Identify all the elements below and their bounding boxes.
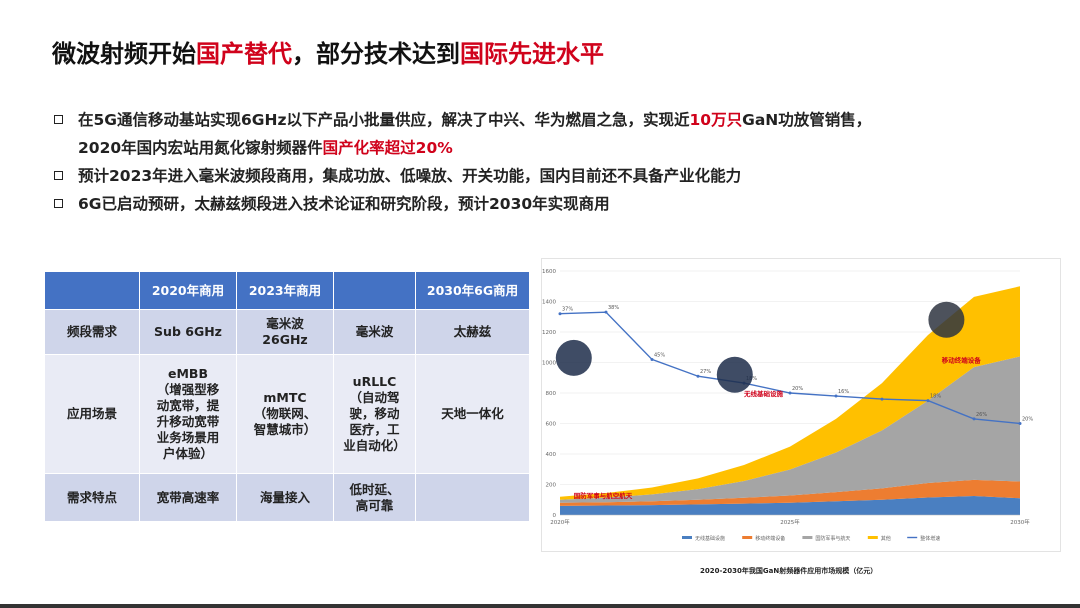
bullet-item: 在5G通信移动基站实现6GHz以下产品小批量供应，解决了中兴、华为燃眉之急，实现… [52, 106, 1052, 134]
legend-swatch [742, 536, 753, 539]
line-data-label: 45% [654, 352, 665, 358]
legend-label: 其他 [881, 535, 891, 542]
chart-caption: 2020-2030年我国GaN射频器件应用市场规模（亿元） [700, 567, 878, 575]
market-size-chart-svg: 0 200 400 600 800 1000 1200 1400 1600 37% 38% 45% 27… [542, 269, 1033, 542]
legend-label: 整体增速 [920, 535, 940, 542]
table-cell: Sub 6GHz [139, 309, 237, 355]
table-cell: uRLLC （自动驾 驶，移动 医疗，工 业自动化） [333, 354, 416, 474]
x-tick-label: 2030年 [1010, 518, 1030, 526]
line-data-label: 20% [1022, 417, 1033, 423]
table-cell: 频段需求 [44, 309, 140, 355]
table-header [333, 271, 416, 310]
line-point [1018, 422, 1022, 425]
table-cell: 宽带高速率 [139, 473, 237, 522]
area-series [560, 286, 1020, 500]
bullet-continuation: 2020年国内宏站用氮化镓射频器件国产化率超过20% [52, 134, 1052, 162]
line-data-label: 18% [930, 394, 941, 400]
chart-annotation: 无线基础设施 [743, 389, 784, 398]
x-tick-label: 2020年 [550, 518, 570, 526]
table-row: 需求特点 宽带高速率 海量接入 低时延、 高可靠 [44, 473, 530, 522]
table-cell: 太赫兹 [415, 309, 530, 355]
line-data-label: 37% [562, 307, 573, 313]
bullet-list: 在5G通信移动基站实现6GHz以下产品小批量供应，解决了中兴、华为燃眉之急，实现… [52, 106, 1052, 218]
table-header-row: 2020年商用 2023年商用 2030年6G商用 [44, 271, 530, 310]
y-tick-label: 1600 [542, 269, 556, 275]
title-part1: 微波射频开始 [52, 40, 196, 68]
title-part3: ，部分技术达到 [292, 40, 460, 68]
table-cell: mMTC （物联网、 智慧城市） [236, 354, 334, 474]
title-highlight-1: 国产替代 [196, 40, 292, 68]
square-bullet-icon [54, 171, 63, 180]
y-tick-label: 1200 [542, 330, 556, 336]
table-cell: 需求特点 [44, 473, 140, 522]
bullet-text: GaN功放管销售， [742, 111, 872, 129]
line-data-label: 20% [792, 386, 803, 392]
y-tick-label: 200 [546, 483, 557, 489]
y-tick-label: 800 [546, 391, 557, 397]
y-tick-label: 600 [546, 422, 557, 428]
table-cell: 海量接入 [236, 473, 334, 522]
bullet-highlight: 10万只 [689, 111, 743, 129]
bullet-text: 在5G通信移动基站实现6GHz以下产品小批量供应，解决了中兴、华为燃眉之急，实现… [78, 111, 690, 129]
table-header [44, 271, 140, 310]
chart-annotation: 国防军事与航空航天 [574, 491, 633, 500]
line-point [972, 417, 976, 421]
market-size-chart: 0 200 400 600 800 1000 1200 1400 1600 37% 38% 45% 27… [541, 258, 1061, 552]
line-point [788, 391, 792, 395]
bullet-highlight: 国产化率超过20% [322, 139, 453, 157]
bullet-item: 预计2023年进入毫米波频段商用，集成功放、低噪放、开关功能，国内目前还不具备产… [52, 162, 1052, 190]
bottom-bar [0, 604, 1080, 608]
mobile-devices-image [928, 301, 965, 338]
line-data-label: 26% [976, 412, 987, 418]
legend-swatch [802, 536, 813, 539]
table-cell: 天地一体化 [415, 354, 530, 474]
table-row: 应用场景 eMBB （增强型移 动宽带，提 升移动宽带 业务场景用 户体验） mMTC （物… [44, 354, 530, 474]
page-title: 微波射频开始国产替代，部分技术达到国际先进水平 [52, 34, 604, 69]
bullet-text: 预计2023年进入毫米波频段商用，集成功放、低噪放、开关功能，国内目前还不具备产… [78, 167, 742, 185]
line-point [558, 312, 562, 316]
table-header: 2020年商用 [139, 271, 237, 310]
x-tick-label: 2025年 [780, 518, 800, 526]
table-cell: 毫米波 [333, 309, 416, 355]
line-point [880, 397, 884, 401]
area-series [560, 356, 1020, 503]
legend-label: 国防军事与航天 [815, 535, 850, 542]
line-data-label: 38% [608, 305, 619, 311]
legend-swatch [682, 536, 692, 539]
satellite-image [555, 339, 592, 376]
bullet-text: 2020年国内宏站用氮化镓射频器件 [78, 139, 323, 157]
line-point [604, 310, 608, 314]
line-point [926, 399, 930, 403]
legend-label: 无线基础设施 [695, 535, 725, 542]
table-cell: eMBB （增强型移 动宽带，提 升移动宽带 业务场景用 户体验） [139, 354, 237, 474]
table-header: 2030年6G商用 [415, 271, 530, 310]
bullet-item: 6G已启动预研，太赫兹频段进入技术论证和研究阶段，预计2030年实现商用 [52, 190, 1052, 218]
bullet-text: 6G已启动预研，太赫兹频段进入技术论证和研究阶段，预计2030年实现商用 [78, 195, 610, 213]
legend-swatch [867, 536, 878, 539]
line-point [696, 374, 700, 378]
table-cell: 毫米波 26GHz [236, 309, 334, 355]
chart-annotation: 移动终端设备 [942, 356, 982, 365]
table-cell: 应用场景 [44, 354, 140, 474]
table-header: 2023年商用 [236, 271, 334, 310]
line-point [834, 394, 838, 398]
y-tick-label: 400 [546, 452, 557, 458]
y-tick-label: 1000 [542, 361, 556, 367]
y-tick-label: 0 [553, 513, 557, 519]
area-series [560, 479, 1020, 506]
area-series [560, 495, 1020, 515]
line-data-label: 16% [838, 389, 849, 395]
5g-6g-comparison-table: 2020年商用 2023年商用 2030年6G商用 频段需求 Sub 6GHz … [44, 271, 530, 522]
table-row: 频段需求 Sub 6GHz 毫米波 26GHz 毫米波 太赫兹 [44, 309, 530, 355]
title-highlight-2: 国际先进水平 [460, 40, 604, 68]
city-skyline-image [716, 356, 753, 393]
legend-label: 移动终端设备 [755, 535, 785, 542]
square-bullet-icon [54, 115, 63, 124]
y-tick-label: 1400 [542, 300, 556, 306]
line-data-label: 27% [700, 369, 711, 375]
table-cell: 低时延、 高可靠 [333, 473, 416, 522]
line-point [650, 357, 654, 361]
square-bullet-icon [54, 199, 63, 208]
table-cell [415, 473, 530, 522]
